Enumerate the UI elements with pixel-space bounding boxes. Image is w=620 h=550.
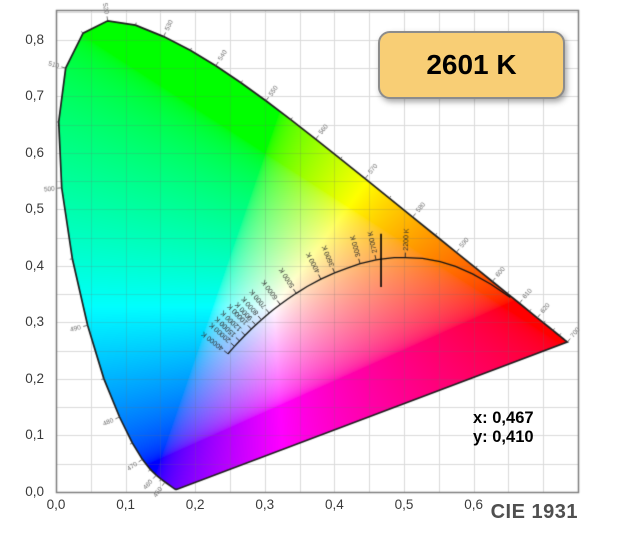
y-tick-label: 0,4	[25, 257, 44, 273]
y-tick-label: 0,7	[25, 88, 44, 104]
y-tick-label: 0,5	[25, 201, 44, 217]
x-tick-label: 0,3	[255, 497, 275, 512]
x-tick-label: 0,4	[325, 497, 344, 512]
x-tick-label: 0,1	[116, 497, 135, 512]
diagram-caption: CIE 1931	[490, 501, 578, 523]
y-coordinate-value: y: 0,410	[473, 428, 534, 446]
x-axis-tick-labels: 0,0 0,1 0,2 0,3 0,4 0,5 0,6	[0, 497, 620, 517]
cct-badge-label: 2601 K	[426, 49, 517, 80]
x-tick-label: 0,5	[394, 497, 414, 512]
y-tick-label: 0,8	[25, 31, 44, 47]
xy-coordinate-readout: x: 0,467 y: 0,410	[473, 409, 534, 447]
x-tick-label: 0,6	[464, 497, 483, 512]
cct-badge: 2601 K	[378, 31, 565, 99]
y-tick-label: 0,6	[25, 144, 44, 160]
x-coordinate-value: x: 0,467	[473, 409, 534, 427]
y-axis-tick-labels: 0,0 0,1 0,2 0,3 0,4 0,5 0,6 0,7 0,8	[0, 0, 50, 550]
y-tick-label: 0,0	[25, 484, 44, 499]
y-tick-label: 0,1	[25, 427, 44, 443]
y-tick-label: 0,3	[25, 314, 44, 330]
x-tick-label: 0,2	[185, 497, 205, 512]
y-tick-label: 0,2	[25, 370, 44, 386]
x-tick-label: 0,0	[46, 497, 66, 512]
